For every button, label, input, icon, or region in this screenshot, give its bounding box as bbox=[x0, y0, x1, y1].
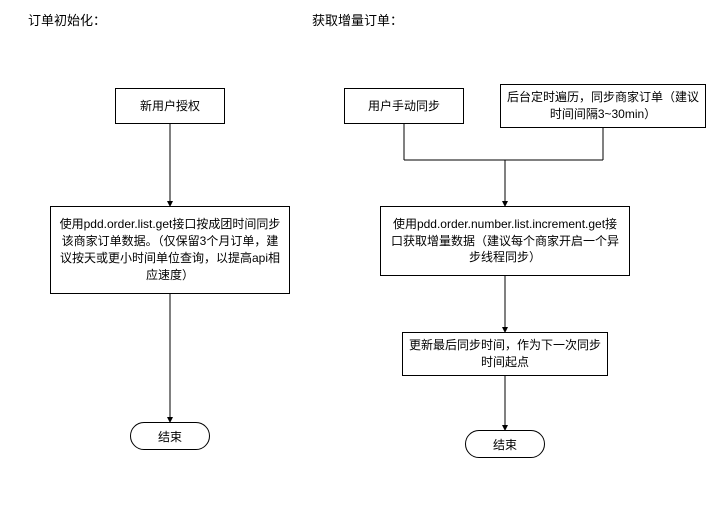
connectors-svg bbox=[0, 0, 728, 517]
